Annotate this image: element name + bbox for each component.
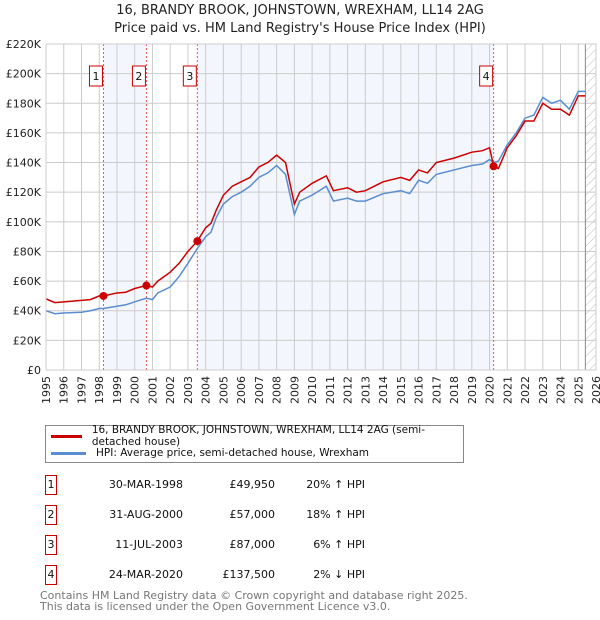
- shaded-period: [103, 44, 147, 370]
- sale-point: [489, 162, 498, 171]
- footer-copyright: Contains HM Land Registry data © Crown c…: [40, 589, 468, 602]
- plot-area: 1995 1996 1997 1998 1999 2000 2001 2002 2003 2004…: [6, 38, 600, 404]
- sale-price: £87,000: [229, 538, 276, 551]
- y-tick-label: £80K: [13, 245, 42, 258]
- x-tick-label: 2006: [235, 376, 248, 404]
- x-tick-label: 2005: [217, 376, 230, 404]
- footer-licence: This data is licensed under the Open Gov…: [40, 600, 391, 613]
- x-tick-label: 2018: [448, 376, 461, 404]
- x-tick-label: 2016: [413, 376, 426, 404]
- x-tick-label: 2023: [537, 376, 550, 404]
- sale-marker-box: [182, 65, 197, 87]
- shaded-period: [197, 44, 494, 370]
- sale-marker-box: [88, 65, 103, 87]
- sale-price: £49,950: [229, 478, 276, 491]
- x-tick-label: 1995: [40, 376, 53, 404]
- y-tick-label: £140K: [6, 157, 42, 170]
- sale-price: £137,500: [222, 568, 276, 581]
- legend-label: 16, BRANDY BROOK, JOHNSTOWN, WREXHAM, LL…: [91, 424, 426, 448]
- sale-hpi: 20% ↑ HPI: [306, 478, 365, 491]
- y-tick-label: £40K: [13, 305, 42, 318]
- sale-date: 11-JUL-2003: [115, 538, 183, 551]
- sale-hpi: 6% ↑ HPI: [313, 538, 365, 551]
- sale-hpi: 2% ↓ HPI: [313, 568, 365, 581]
- x-tick-label: 1998: [93, 376, 106, 404]
- x-tick-label: 2025: [572, 376, 585, 404]
- x-tick-label: 2012: [342, 376, 355, 404]
- sale-marker-label: 4: [483, 70, 490, 83]
- sale-marker-label: 3: [186, 70, 193, 83]
- x-tick-label: 2001: [146, 376, 159, 404]
- x-tick-label: 2026: [590, 376, 600, 404]
- sale-date: 31-AUG-2000: [109, 508, 183, 521]
- y-tick-label: £120K: [6, 186, 42, 199]
- chart-subtitle: Price paid vs. HM Land Registry's House …: [114, 21, 486, 36]
- x-tick-label: 2007: [253, 376, 266, 404]
- sale-point: [142, 281, 151, 290]
- sale-point: [193, 237, 202, 246]
- sale-date: 24-MAR-2020: [108, 568, 183, 581]
- sale-date: 30-MAR-1998: [108, 478, 183, 491]
- legend-item-property: 16, BRANDY BROOK, JOHNSTOWN, WREXHAM, LL…: [51, 424, 463, 448]
- x-tick-label: 1999: [111, 376, 124, 404]
- x-tick-label: 2008: [271, 376, 284, 404]
- x-tick-label: 2004: [200, 376, 213, 404]
- sale-marker-box: [131, 65, 146, 87]
- sale-marker-box: [479, 65, 494, 87]
- x-tick-label: 2015: [395, 376, 408, 404]
- y-tick-label: £100K: [6, 216, 42, 229]
- y-tick-label: £60K: [13, 275, 42, 288]
- x-tick-label: 2022: [519, 376, 532, 404]
- x-tick-label: 2010: [306, 376, 319, 404]
- footer: Contains HM Land Registry data © Crown c…: [40, 590, 468, 612]
- y-tick-label: £200K: [6, 68, 42, 81]
- x-tick-label: 2021: [501, 376, 514, 404]
- y-tick-label: £220K: [6, 38, 42, 51]
- x-tick-label: 2003: [182, 376, 195, 404]
- sale-marker-label: 2: [45, 505, 57, 525]
- sale-row: 3 11-JUL-2003 £87,000 6% ↑ HPI: [45, 535, 445, 555]
- sale-hpi: 18% ↑ HPI: [306, 508, 365, 521]
- hpi-line: [45, 90, 586, 315]
- sale-marker-label: 3: [45, 535, 57, 555]
- legend-swatch-blue: [51, 451, 86, 455]
- plot-border: [45, 43, 597, 371]
- y-tick-label: £180K: [6, 97, 42, 110]
- sale-point: [99, 291, 108, 300]
- x-tick-label: 2013: [359, 376, 372, 404]
- forecast-hatch: [585, 44, 596, 370]
- x-tick-label: 2014: [377, 376, 390, 404]
- legend-swatch-red: [51, 434, 82, 438]
- x-tick-label: 2024: [555, 376, 568, 404]
- x-tick-label: 1997: [75, 376, 88, 404]
- x-tick-label: 2011: [324, 376, 337, 404]
- x-tick-label: 2017: [430, 376, 443, 404]
- sale-row: 2 31-AUG-2000 £57,000 18% ↑ HPI: [45, 505, 445, 525]
- legend-label: HPI: Average price, semi-detached house,…: [96, 447, 370, 459]
- chart-title: 16, BRANDY BROOK, JOHNSTOWN, WREXHAM, LL…: [116, 3, 484, 18]
- sale-marker-label: 1: [45, 475, 57, 495]
- x-tick-label: 1996: [58, 376, 71, 404]
- sale-row: 1 30-MAR-1998 £49,950 20% ↑ HPI: [45, 475, 445, 495]
- sale-row: 4 24-MAR-2020 £137,500 2% ↓ HPI: [45, 565, 445, 585]
- legend: 16, BRANDY BROOK, JOHNSTOWN, WREXHAM, LL…: [45, 424, 464, 463]
- x-tick-label: 2000: [129, 376, 142, 404]
- sale-price: £57,000: [229, 508, 276, 521]
- property-price-line: [45, 95, 586, 304]
- y-tick-label: £0: [27, 364, 41, 377]
- y-tick-label: £20K: [13, 334, 42, 347]
- x-tick-label: 2020: [484, 376, 497, 404]
- sale-marker-label: 1: [92, 70, 99, 83]
- y-tick-label: £160K: [6, 127, 42, 140]
- x-tick-label: 2002: [164, 376, 177, 404]
- x-tick-label: 2019: [466, 376, 479, 404]
- sale-marker-label: 4: [45, 565, 57, 585]
- sale-marker-label: 2: [135, 70, 142, 83]
- legend-item-hpi: HPI: Average price, semi-detached house,…: [51, 445, 369, 461]
- x-tick-label: 2009: [288, 376, 301, 404]
